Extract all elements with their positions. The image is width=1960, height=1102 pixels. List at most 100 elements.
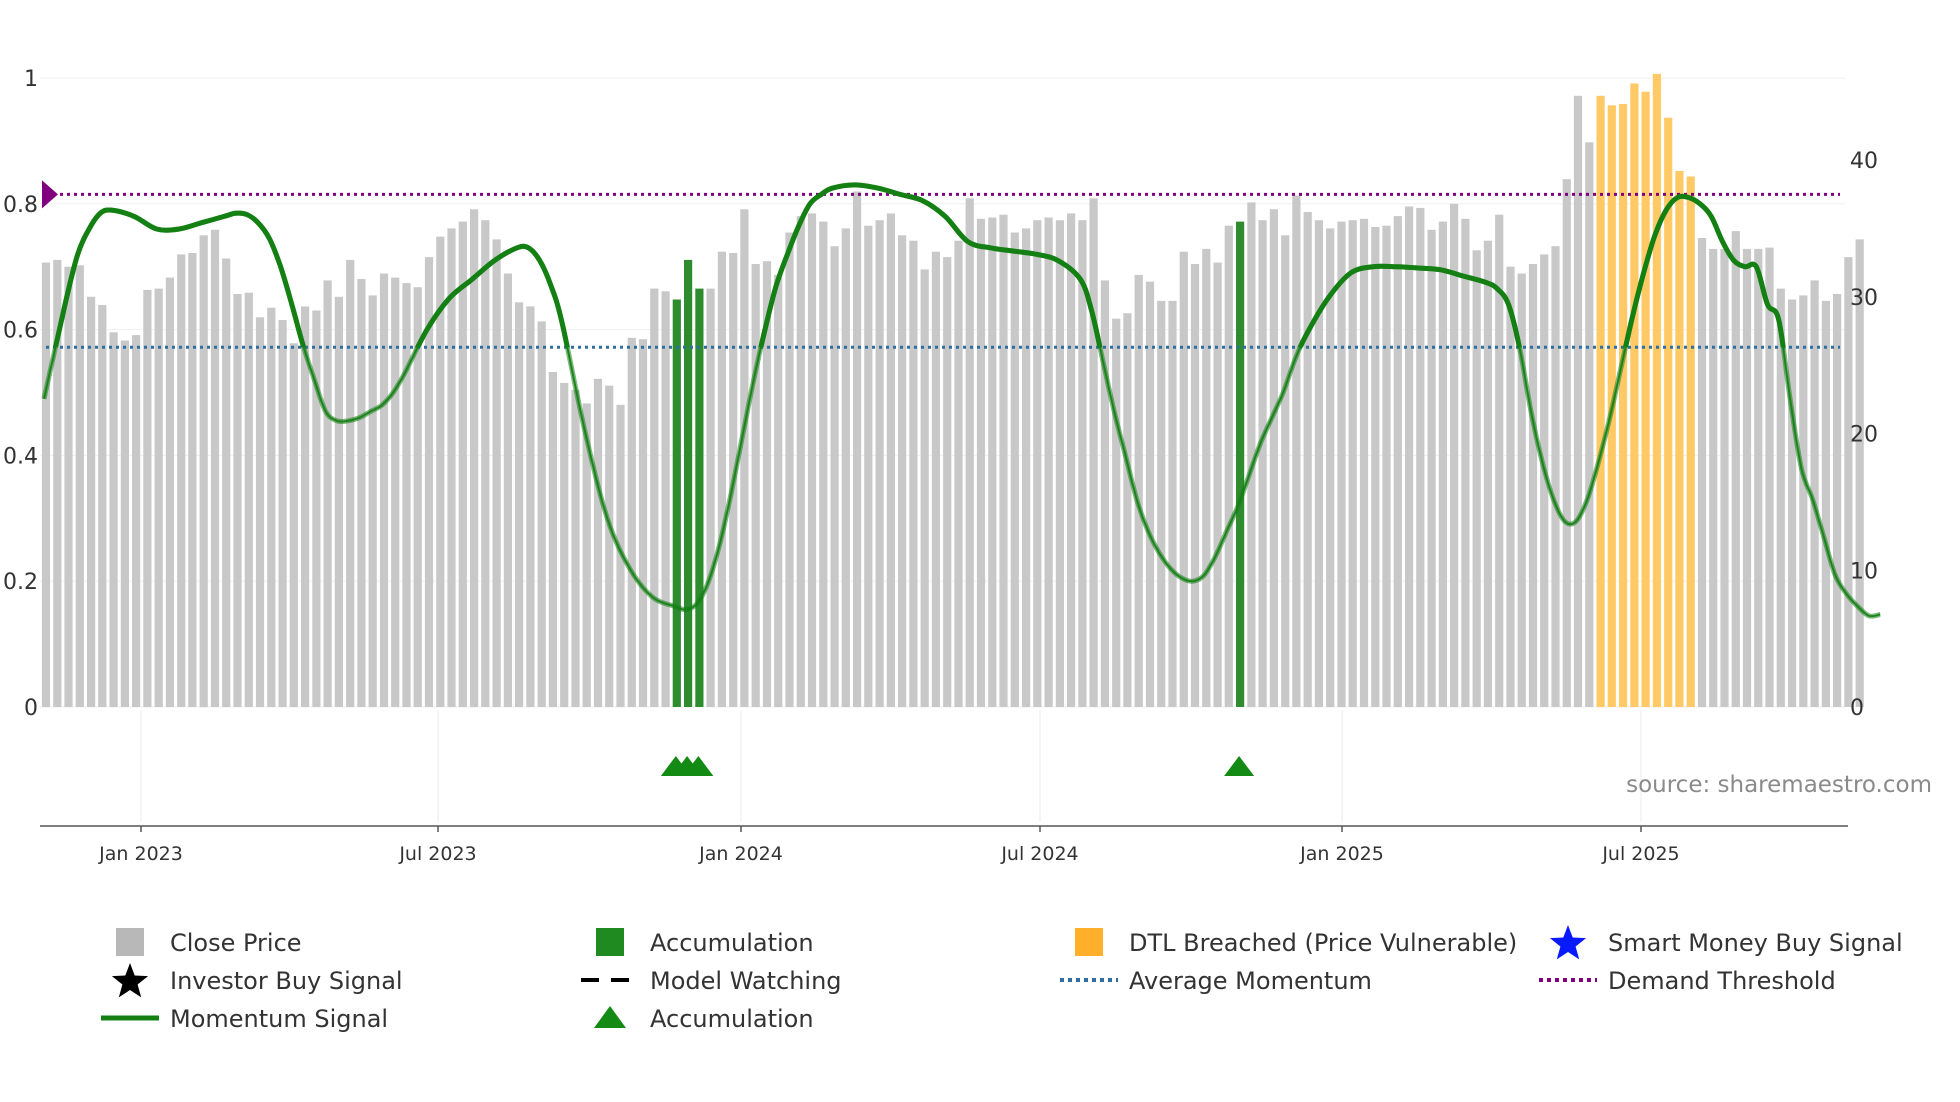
price-bar xyxy=(1416,207,1425,707)
price-bar xyxy=(875,220,884,707)
price-bar xyxy=(379,273,389,707)
price-bar xyxy=(1145,281,1155,707)
price-bar xyxy=(1258,220,1267,707)
left-tick-label: 0.2 xyxy=(3,570,38,595)
price-bar xyxy=(1371,227,1380,707)
price-bar xyxy=(943,257,952,707)
price-bar xyxy=(1799,295,1808,707)
price-bar xyxy=(199,235,208,708)
price-bar xyxy=(1269,209,1278,708)
price-bar xyxy=(402,283,411,707)
price-bar xyxy=(1821,300,1830,707)
price-bar xyxy=(954,240,963,707)
price-bar xyxy=(1833,294,1842,707)
legend-label: Smart Money Buy Signal xyxy=(1608,929,1903,957)
legend-swatch xyxy=(596,928,624,956)
price-bar xyxy=(819,221,828,707)
source-label: source: sharemaestro.com xyxy=(1626,772,1932,798)
price-bar xyxy=(233,294,242,707)
legend-item: Accumulation xyxy=(596,928,814,957)
price-bar xyxy=(436,236,445,707)
price-bar xyxy=(762,261,772,707)
price-bar xyxy=(1483,240,1492,707)
price-bar xyxy=(582,403,591,707)
price-bar xyxy=(661,291,670,707)
accumulation-markers xyxy=(660,756,1255,776)
price-bar xyxy=(1393,216,1402,707)
right-tick-label: 30 xyxy=(1850,286,1878,311)
reference-lines xyxy=(42,180,1840,349)
price-bar xyxy=(785,232,794,707)
legend-label: Average Momentum xyxy=(1129,967,1372,995)
price-bar xyxy=(87,296,96,707)
price-bar xyxy=(1776,288,1785,707)
highlight-bar xyxy=(695,288,704,707)
price-bar xyxy=(931,251,940,707)
legend-label: DTL Breached (Price Vulnerable) xyxy=(1129,929,1517,957)
price-bar xyxy=(1450,203,1459,708)
price-bar xyxy=(638,339,648,707)
price-bar xyxy=(1754,248,1763,707)
price-bar xyxy=(1247,202,1256,707)
price-bar xyxy=(841,228,850,707)
price-bar xyxy=(177,254,186,707)
left-tick-label: 0.6 xyxy=(3,319,38,344)
price-bar xyxy=(1540,254,1549,707)
price-bar xyxy=(1078,220,1087,707)
price-bar xyxy=(1585,142,1594,708)
right-tick-label: 0 xyxy=(1850,696,1864,721)
left-tick-label: 0 xyxy=(24,696,38,721)
legend-item: Close Price xyxy=(116,928,302,957)
price-bar xyxy=(481,220,490,707)
price-bar xyxy=(1202,248,1211,707)
x-tick-label: Jan 2024 xyxy=(698,843,783,865)
price-bar xyxy=(909,240,918,707)
price-bar xyxy=(492,239,501,707)
legend: Close Price Accumulation DTL Breached (Pri… xyxy=(101,925,1903,1033)
price-bar xyxy=(1100,280,1109,707)
price-bar xyxy=(1405,206,1414,707)
highlight-bar xyxy=(1686,176,1695,707)
price-bar xyxy=(751,264,760,707)
price-bar xyxy=(1765,247,1774,707)
legend-label: Investor Buy Signal xyxy=(170,967,403,995)
price-bar xyxy=(1517,273,1526,707)
legend-label: Demand Threshold xyxy=(1608,967,1836,995)
price-bar xyxy=(706,288,715,707)
price-bar xyxy=(886,213,895,707)
price-bar xyxy=(424,257,434,707)
price-bar xyxy=(312,310,321,707)
legend-item: Smart Money Buy Signal xyxy=(1549,925,1903,960)
price-bar xyxy=(1788,299,1797,707)
price-bar xyxy=(627,337,636,707)
highlight-bar xyxy=(1619,104,1628,707)
highlight-bar xyxy=(1641,91,1650,707)
price-bar xyxy=(548,372,557,707)
price-bar xyxy=(571,389,580,707)
price-bar xyxy=(1303,212,1312,707)
x-tick-label: Jul 2025 xyxy=(1601,843,1679,865)
price-bar xyxy=(1709,248,1718,707)
price-bar xyxy=(988,217,997,707)
price-bar xyxy=(1697,238,1707,707)
legend-label: Accumulation xyxy=(650,929,814,957)
price-bar xyxy=(1562,179,1571,707)
highlight-bar xyxy=(1236,221,1245,707)
price-bar xyxy=(53,259,62,707)
price-bar xyxy=(1348,220,1357,707)
momentum-signal-strong xyxy=(52,182,1786,348)
price-bar xyxy=(1810,280,1819,707)
price-bar xyxy=(740,209,749,708)
price-bar xyxy=(1382,225,1391,707)
price-bar xyxy=(244,292,253,707)
price-bar xyxy=(999,214,1008,707)
price-bar xyxy=(222,258,231,707)
price-bar xyxy=(64,266,73,707)
price-bar xyxy=(334,296,343,707)
right-tick-label: 10 xyxy=(1850,559,1878,584)
price-bar xyxy=(1427,229,1436,708)
price-bar xyxy=(526,306,535,707)
price-bar xyxy=(1292,195,1301,707)
price-bar xyxy=(323,280,332,707)
highlight-bar xyxy=(1652,73,1661,707)
